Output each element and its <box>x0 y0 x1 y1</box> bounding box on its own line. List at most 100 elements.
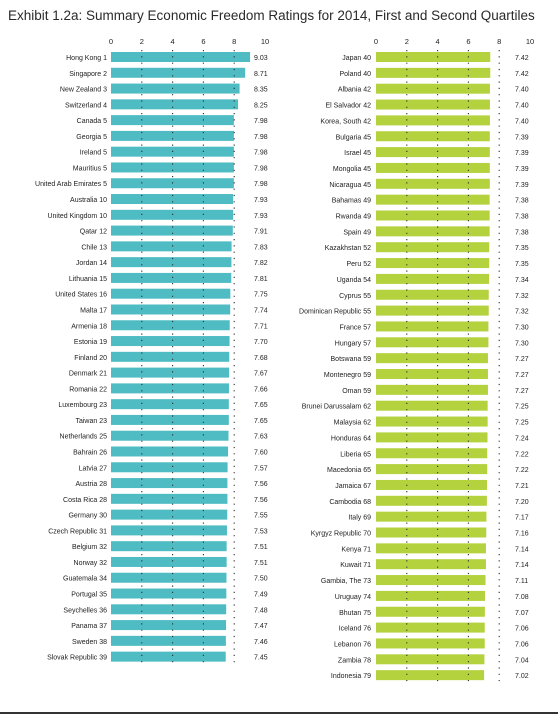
category-label: Kenya 71 <box>341 546 371 553</box>
bar <box>111 462 228 473</box>
bar <box>376 543 486 554</box>
value-label: 7.38 <box>515 198 529 205</box>
bar <box>376 131 490 142</box>
category-label: Kyrgyz Republic 70 <box>311 531 371 538</box>
category-label: Singapore 2 <box>69 71 107 78</box>
x-tick-label: 10 <box>526 37 534 46</box>
bar <box>376 416 488 427</box>
value-label: 7.74 <box>254 307 268 314</box>
bar <box>111 67 246 78</box>
category-label: Lebanon 76 <box>334 641 371 648</box>
bar <box>376 527 487 538</box>
bar <box>376 432 488 443</box>
value-label: 7.42 <box>515 55 529 62</box>
category-label: Slovak Republic 39 <box>47 655 107 662</box>
value-label: 7.98 <box>254 165 268 172</box>
bar <box>111 588 227 599</box>
bar <box>376 622 485 633</box>
x-tick-label: 0 <box>109 37 113 46</box>
value-label: 7.27 <box>515 388 529 395</box>
value-label: 7.71 <box>254 323 268 330</box>
category-label: Botswana 59 <box>331 356 372 363</box>
value-label: 7.35 <box>515 245 529 252</box>
value-label: 7.40 <box>515 103 529 110</box>
category-label: Indonesia 79 <box>331 673 371 680</box>
bar <box>376 210 490 221</box>
value-label: 7.30 <box>515 324 529 331</box>
bar <box>376 115 490 126</box>
bar <box>111 241 232 252</box>
category-label: United Arab Emirates 5 <box>35 181 107 188</box>
category-label: Israel 45 <box>344 150 371 157</box>
value-label: 7.39 <box>515 134 529 141</box>
category-label: Luxembourg 23 <box>58 402 107 409</box>
category-label: Iceland 76 <box>339 626 371 633</box>
bar <box>376 242 490 253</box>
value-label: 8.25 <box>254 102 268 109</box>
value-label: 7.46 <box>254 639 268 646</box>
bar <box>111 225 233 236</box>
category-label: Latvia 27 <box>79 465 108 472</box>
value-label: 7.17 <box>515 515 529 522</box>
category-label: United States 16 <box>55 292 107 299</box>
x-tick-label: 6 <box>466 37 470 46</box>
value-label: 7.63 <box>254 434 268 441</box>
bar <box>111 446 229 457</box>
category-label: Costa Rica 28 <box>63 497 107 504</box>
category-label: Ireland 5 <box>80 150 107 157</box>
value-label: 7.16 <box>515 531 529 538</box>
value-label: 7.22 <box>515 467 529 474</box>
category-label: New Zealand 3 <box>60 87 107 94</box>
value-label: 7.75 <box>254 292 268 299</box>
bar <box>111 272 232 283</box>
value-label: 7.47 <box>254 623 268 630</box>
bar <box>376 353 488 364</box>
category-label: Armenia 18 <box>71 323 107 330</box>
category-label: Montenegro 59 <box>324 372 371 379</box>
bar <box>111 651 226 662</box>
category-label: Chile 13 <box>81 244 107 251</box>
category-label: Finland 20 <box>74 355 107 362</box>
value-label: 7.68 <box>254 355 268 362</box>
category-label: Bhutan 75 <box>339 610 371 617</box>
category-label: Belgium 32 <box>72 544 107 551</box>
category-label: Denmark 21 <box>69 371 107 378</box>
value-label: 7.60 <box>254 450 268 457</box>
category-label: Estonia 19 <box>74 339 107 346</box>
bar <box>376 194 490 205</box>
category-label: Canada 5 <box>77 118 107 125</box>
category-label: Cambodia 68 <box>329 499 371 506</box>
bottom-divider <box>0 712 558 714</box>
value-label: 7.32 <box>515 293 529 300</box>
bar <box>376 479 488 490</box>
category-label: Korea, South 42 <box>320 118 371 125</box>
category-label: Cyprus 55 <box>339 293 371 300</box>
bar <box>376 52 491 62</box>
category-label: Oman 59 <box>342 388 371 395</box>
category-label: Honduras 64 <box>331 435 371 442</box>
category-label: Rwanda 49 <box>336 214 372 221</box>
value-label: 7.98 <box>254 150 268 157</box>
value-label: 7.25 <box>515 420 529 427</box>
category-label: Peru 52 <box>346 261 371 268</box>
bar <box>376 83 490 94</box>
value-label: 7.40 <box>515 118 529 125</box>
category-label: Bahamas 49 <box>332 198 371 205</box>
bar <box>376 305 489 316</box>
bar <box>376 321 489 332</box>
category-label: Norway 32 <box>74 560 108 567</box>
category-label: Bahrain 26 <box>73 450 107 457</box>
value-label: 7.32 <box>515 309 529 316</box>
category-label: Brunei Darussalam 62 <box>302 404 371 411</box>
bar <box>111 99 239 110</box>
bar <box>376 606 485 617</box>
value-label: 7.22 <box>515 451 529 458</box>
value-label: 7.82 <box>254 260 268 267</box>
category-label: Germany 30 <box>68 513 107 520</box>
bar <box>376 575 486 586</box>
category-label: Qatar 12 <box>80 229 107 236</box>
category-label: Albania 42 <box>338 87 371 94</box>
bar <box>111 351 230 362</box>
bar <box>376 590 486 601</box>
value-label: 7.93 <box>254 213 268 220</box>
